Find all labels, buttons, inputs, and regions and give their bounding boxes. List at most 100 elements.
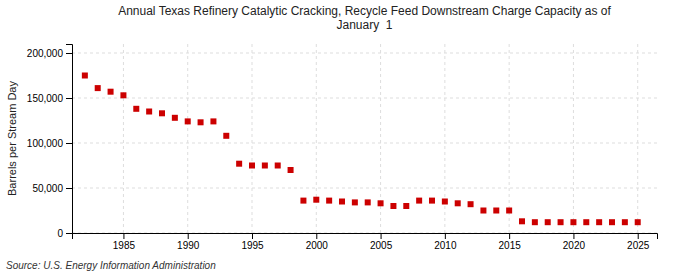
grid-line bbox=[72, 188, 657, 189]
y-axis: 0 50,000 100,000 150,000 200,000 bbox=[27, 45, 73, 239]
tick-label: 100,000 bbox=[27, 138, 64, 149]
grid-line bbox=[252, 44, 253, 233]
plot-area: 1985 1990 1995 2000 2005 2010 2015 2020 2025 0 50,… bbox=[27, 44, 658, 251]
tick: 1995 bbox=[241, 233, 264, 251]
point bbox=[236, 161, 242, 167]
tick-mark bbox=[66, 188, 72, 189]
tick-label: 0 bbox=[57, 228, 63, 239]
tick-label: 2000 bbox=[306, 240, 329, 251]
tick-label: 2020 bbox=[563, 240, 586, 251]
title: Annual Texas Refinery Catalytic Cracking… bbox=[118, 4, 611, 32]
tick-mark bbox=[188, 233, 189, 239]
point bbox=[300, 198, 306, 204]
point bbox=[545, 219, 551, 225]
tick-label: 150,000 bbox=[27, 93, 64, 104]
tick-mark bbox=[66, 233, 72, 234]
point bbox=[635, 219, 641, 225]
point bbox=[532, 219, 538, 225]
point bbox=[519, 218, 525, 224]
tick: 100,000 bbox=[27, 138, 72, 149]
x-axis: 1985 1990 1995 2000 2005 2010 2015 2020 2025 bbox=[73, 233, 658, 251]
point bbox=[249, 163, 255, 169]
point bbox=[352, 199, 358, 205]
point bbox=[416, 198, 422, 204]
point bbox=[429, 198, 435, 204]
grid-line bbox=[72, 53, 657, 54]
tick: 150,000 bbox=[27, 93, 72, 104]
tick: 2010 bbox=[434, 233, 457, 251]
tick-label: 200,000 bbox=[27, 48, 64, 59]
point bbox=[622, 219, 628, 225]
point bbox=[108, 89, 114, 95]
point bbox=[339, 199, 345, 205]
tick-label: 50,000 bbox=[32, 183, 63, 194]
chart: 1985 1990 1995 2000 2005 2010 2015 2020 2025 0 50,… bbox=[0, 0, 675, 275]
tick-mark bbox=[573, 233, 574, 239]
point bbox=[468, 201, 474, 207]
tick-mark bbox=[66, 53, 72, 54]
tick-mark bbox=[316, 233, 317, 239]
point bbox=[95, 85, 101, 91]
point bbox=[172, 115, 178, 121]
point bbox=[506, 208, 512, 214]
point bbox=[442, 199, 448, 205]
grid-line bbox=[123, 44, 124, 233]
point bbox=[159, 110, 165, 116]
point bbox=[313, 197, 319, 203]
tick: 2015 bbox=[499, 233, 522, 251]
grid-line bbox=[444, 44, 445, 233]
point bbox=[288, 167, 294, 173]
point bbox=[493, 208, 499, 214]
tick-mark bbox=[66, 98, 72, 99]
tick-mark bbox=[445, 233, 446, 239]
point bbox=[198, 119, 204, 125]
tick: 2000 bbox=[306, 233, 329, 251]
tick: 1990 bbox=[177, 233, 200, 251]
grid-line bbox=[187, 44, 188, 233]
grid-line bbox=[316, 44, 317, 233]
marks bbox=[82, 73, 641, 226]
point bbox=[390, 203, 396, 209]
grid-line bbox=[637, 44, 638, 233]
point bbox=[403, 203, 409, 209]
point bbox=[378, 200, 384, 206]
point bbox=[275, 163, 281, 169]
point bbox=[185, 118, 191, 124]
grid-line bbox=[573, 44, 574, 233]
tick-mark bbox=[123, 233, 124, 239]
point bbox=[210, 118, 216, 124]
point bbox=[82, 73, 88, 79]
point bbox=[365, 199, 371, 205]
point bbox=[583, 219, 589, 225]
tick: 50,000 bbox=[32, 183, 72, 194]
tick: 2020 bbox=[563, 233, 586, 251]
tick-label: 1995 bbox=[241, 240, 264, 251]
point bbox=[262, 163, 268, 169]
tick-mark bbox=[252, 233, 253, 239]
tick-label: 1985 bbox=[113, 240, 136, 251]
point bbox=[609, 219, 615, 225]
point bbox=[120, 92, 126, 98]
axis-line bbox=[73, 234, 658, 240]
tick-mark bbox=[509, 233, 510, 239]
point bbox=[146, 109, 152, 115]
tick-mark bbox=[638, 233, 639, 239]
y-axis-title: Barrels per Stream Day bbox=[6, 81, 18, 196]
point bbox=[133, 106, 139, 112]
source-note: Source: U.S. Energy Information Administ… bbox=[6, 260, 216, 271]
tick-mark bbox=[66, 143, 72, 144]
grid bbox=[72, 44, 657, 233]
tick: 2025 bbox=[627, 233, 650, 251]
point bbox=[326, 198, 332, 204]
tick-label: 2005 bbox=[370, 240, 393, 251]
point bbox=[480, 208, 486, 214]
tick: 1985 bbox=[113, 233, 136, 251]
tick-mark bbox=[381, 233, 382, 239]
point bbox=[596, 219, 602, 225]
tick-label: 1990 bbox=[177, 240, 200, 251]
tick: 200,000 bbox=[27, 48, 72, 59]
point bbox=[558, 219, 564, 225]
tick-label: 2025 bbox=[627, 240, 650, 251]
tick: 0 bbox=[57, 228, 72, 239]
axis-line bbox=[66, 45, 73, 234]
